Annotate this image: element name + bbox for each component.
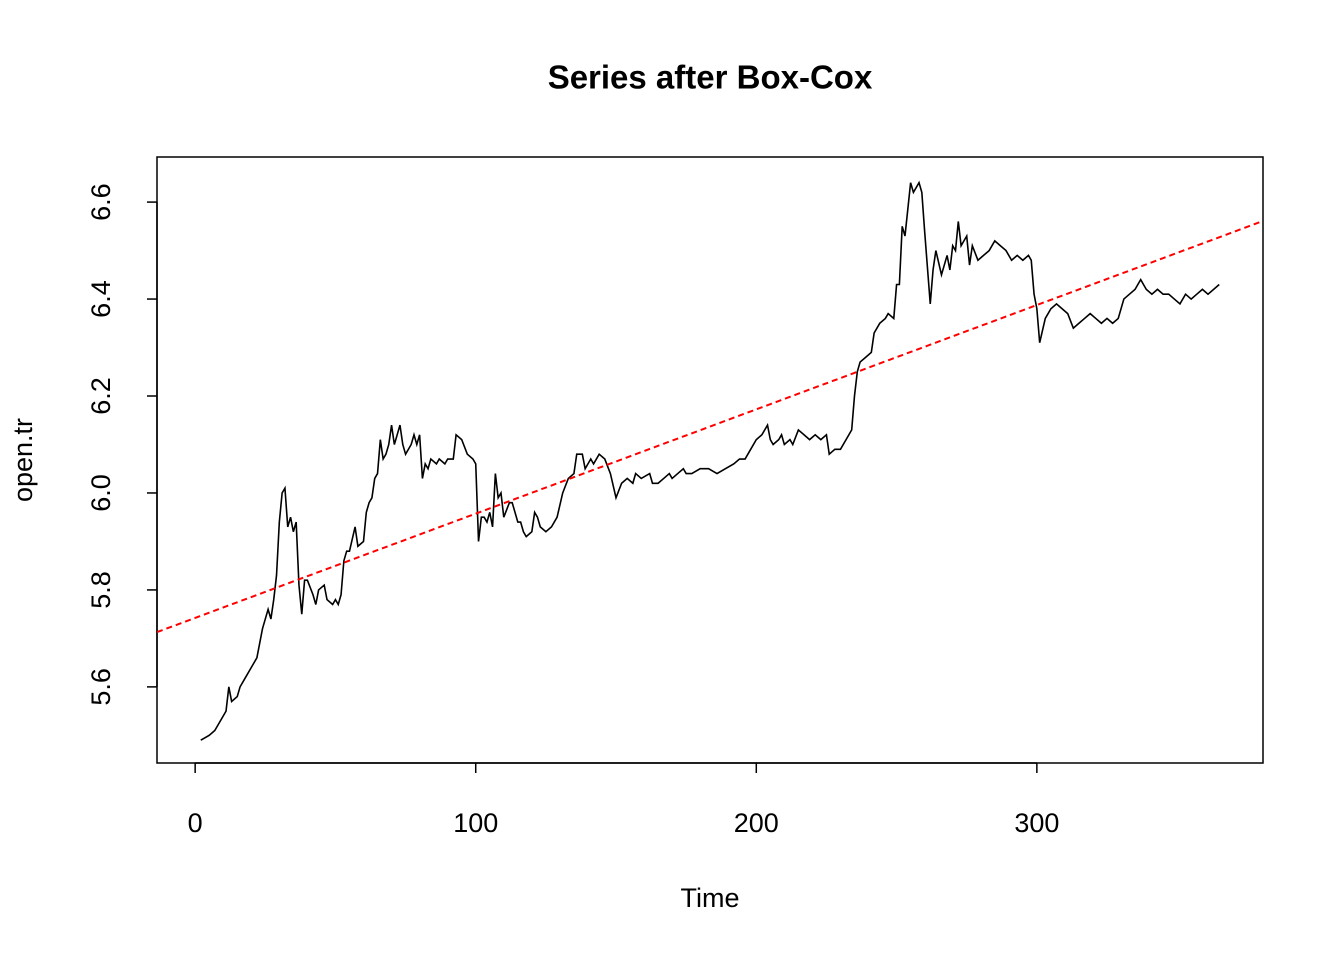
plot-box: [156, 156, 1264, 764]
y-tick-label: 6.6: [86, 183, 116, 221]
chart-title: Series after Box-Cox: [548, 59, 873, 96]
y-tick-label: 6.4: [86, 280, 116, 318]
x-axis-label: Time: [681, 883, 740, 913]
trend-line: [157, 220, 1263, 634]
x-tick-label: 300: [1014, 808, 1059, 838]
x-tick-label: 100: [453, 808, 498, 838]
y-tick-label: 5.8: [86, 571, 116, 609]
series-line: [200, 180, 1220, 741]
y-tick-label: 5.6: [86, 668, 116, 706]
x-tick-label: 0: [188, 808, 203, 838]
y-axis-label: open.tr: [8, 418, 38, 502]
y-tick-label: 6.0: [86, 474, 116, 512]
x-tick-label: 200: [734, 808, 779, 838]
y-tick-label: 6.2: [86, 377, 116, 415]
